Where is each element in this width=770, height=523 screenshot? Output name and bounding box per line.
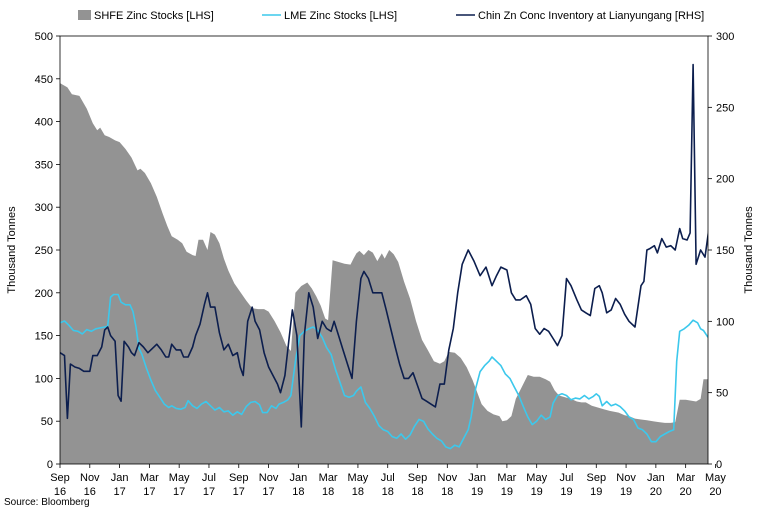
y-right-tick-label: 200 [716,174,734,186]
x-tick-label-month: Jul [202,472,216,484]
y-left-tick-label: 400 [35,117,53,129]
y-left-tick-label: 100 [35,373,53,385]
x-tick-label-month: Nov [616,472,636,484]
y-right-tick-label: 250 [716,102,734,114]
x-tick-label-year: 17 [203,486,215,498]
x-tick-label-year: 19 [560,486,572,498]
legend: SHFE Zinc Stocks [LHS] LME Zinc Stocks [L… [78,10,704,22]
x-tick-label-year: 19 [501,486,513,498]
x-tick-label-year: 17 [173,486,185,498]
x-tick-label-month: Jul [559,472,573,484]
y-left-tick-label: 0 [47,459,53,471]
plot-area [60,63,708,464]
x-tick-label-month: May [169,472,190,484]
x-tick-label-year: 18 [292,486,304,498]
x-tick-label-year: 18 [441,486,453,498]
axes: 0 50 100 150 200 250 300 350 400 450 500 0 50 100 150 2… [6,31,755,498]
lme-zinc-stocks-line [60,293,708,450]
x-tick-label-year: 17 [233,486,245,498]
y-right-tick-label: 50 [716,388,728,400]
x-tick-label-month: Mar [319,472,338,484]
y-left-tick-label: 450 [35,74,53,86]
x-tick-label-month: Jan [468,472,486,484]
x-tick-label-month: Mar [140,472,159,484]
y-left-tick-label: 300 [35,202,53,214]
x-tick-label-year: 19 [590,486,602,498]
y-left-tick-label: 250 [35,245,53,257]
legend-label-lme: LME Zinc Stocks [LHS] [284,10,397,22]
y-left-tick-label: 350 [35,159,53,171]
legend-label-lianyungang: Chin Zn Conc Inventory at Lianyungang [R… [478,10,704,22]
y-left-tick-label: 50 [41,416,53,428]
x-tick-label-year: 19 [471,486,483,498]
x-tick-label-month: Sep [408,472,428,484]
x-tick-label-year: 19 [531,486,543,498]
shfe-zinc-stocks-area [60,83,708,464]
x-tick-label-year: 20 [650,486,662,498]
x-tick-label-year: 19 [620,486,632,498]
legend-swatch-shfe [78,10,91,20]
y-left-tick-label: 200 [35,288,53,300]
x-tick-label-month: Mar [676,472,695,484]
x-tick-label-month: Nov [80,472,100,484]
y-right-axis-title: Thousand Tonnes [743,206,755,294]
y-right-tick-label: 0 [716,459,722,471]
x-tick-label-year: 20 [680,486,692,498]
x-tick-label-month: May [526,472,547,484]
lianyungang-inventory-line [60,63,708,428]
x-tick-label-month: Mar [497,472,516,484]
x-tick-label-year: 18 [352,486,364,498]
x-tick-label-year: 18 [411,486,423,498]
x-tick-label-month: Jan [647,472,665,484]
y-right-tick-label: 150 [716,245,734,257]
y-right-tick-label: 300 [716,31,734,43]
x-tick-label-month: Jul [381,472,395,484]
x-tick-label-month: Sep [50,472,70,484]
legend-label-shfe: SHFE Zinc Stocks [LHS] [94,10,214,22]
y-left-axis-title: Thousand Tonnes [6,206,18,294]
x-tick-label-year: 18 [322,486,334,498]
x-tick-label-month: Jan [111,472,129,484]
x-tick-label-month: May [348,472,369,484]
x-tick-label-year: 20 [709,486,721,498]
x-tick-label-month: Sep [586,472,606,484]
y-left-tick-label: 500 [35,31,53,43]
x-tick-label-year: 17 [143,486,155,498]
x-tick-label-year: 17 [113,486,125,498]
x-tick-label-month: Sep [229,472,249,484]
x-tick-label-year: 18 [382,486,394,498]
y-right-tick-label: 100 [716,316,734,328]
x-tick-label-year: 16 [54,486,66,498]
y-left-tick-label: 150 [35,331,53,343]
x-tick-label-month: Nov [438,472,458,484]
x-tick-label-month: Jan [289,472,307,484]
x-tick-label-year: 16 [84,486,96,498]
source-note: Source: Bloomberg [4,497,90,508]
x-tick-label-month: Nov [259,472,279,484]
x-tick-label-year: 17 [262,486,274,498]
x-tick-label-month: May [705,472,726,484]
